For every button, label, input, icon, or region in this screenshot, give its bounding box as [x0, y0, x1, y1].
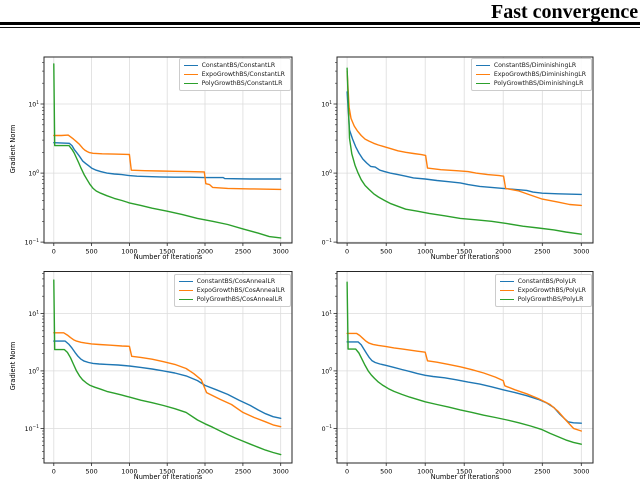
svg-text:2000: 2000 [495, 468, 511, 476]
svg-text:2500: 2500 [235, 468, 251, 476]
y-axis-label: Gradient Norm [9, 124, 17, 174]
legend-item: ConstantBS/CosAnnealLR [178, 277, 285, 286]
svg-text:3000: 3000 [573, 248, 589, 256]
svg-text:0: 0 [345, 468, 349, 476]
legend-item: PolyGrowthBS/CosAnnealLR [178, 295, 285, 304]
svg-text:1000: 1000 [417, 468, 433, 476]
legend-label: ConstantBS/CosAnnealLR [196, 278, 276, 285]
svg-text:100: 100 [28, 169, 39, 178]
svg-text:100: 100 [28, 367, 39, 376]
series-line-icon [475, 64, 490, 67]
svg-text:2000: 2000 [197, 468, 213, 476]
plot-constantbs-polylr: 0 500 1000 1500 2000 2500 3000 101 100 10−1 Numbe… [322, 265, 640, 489]
legend-item: ExpoGrowthBS/DiminishingLR [475, 70, 586, 79]
svg-text:0: 0 [52, 248, 56, 256]
legend-label: ExpoGrowthBS/ConstantLR [201, 71, 285, 78]
legend-label: ConstantBS/ConstantLR [201, 62, 276, 69]
svg-text:500: 500 [380, 468, 392, 476]
legend-label: ConstantBS/PolyLR [517, 278, 577, 285]
svg-text:10−1: 10−1 [322, 238, 332, 247]
svg-text:10−1: 10−1 [25, 424, 40, 433]
legend: ConstantBS/ConstantLR ExpoGrowthBS/Const… [178, 58, 291, 91]
svg-text:1000: 1000 [121, 468, 137, 476]
series-line-icon [183, 73, 198, 76]
svg-text:10−1: 10−1 [322, 424, 332, 433]
legend: ConstantBS/PolyLR ExpoGrowthBS/PolyLR Po… [494, 274, 592, 307]
svg-text:500: 500 [85, 468, 97, 476]
legend-label: PolyGrowthBS/CosAnnealLR [196, 296, 283, 303]
svg-text:1500: 1500 [159, 248, 175, 256]
legend-label: ExpoGrowthBS/PolyLR [517, 287, 586, 294]
series-line-icon [178, 298, 193, 301]
legend-item: ExpoGrowthBS/ConstantLR [183, 70, 285, 79]
legend-label: PolyGrowthBS/PolyLR [517, 296, 584, 303]
svg-text:100: 100 [322, 367, 332, 376]
plot-constantbs-cosanneallr: 0 500 1000 1500 2000 2500 3000 101 100 10−1 Gradi… [0, 265, 322, 489]
legend-item: ConstantBS/DiminishingLR [475, 61, 586, 70]
svg-text:2500: 2500 [534, 248, 550, 256]
x-axis-label: Number of Iterations [430, 253, 500, 261]
svg-text:100: 100 [322, 169, 332, 178]
legend-item: PolyGrowthBS/ConstantLR [183, 79, 285, 88]
svg-text:1500: 1500 [456, 248, 472, 256]
plot-constantbs-constantlr: 0 500 1000 1500 2000 2500 3000 101 100 10−1 Gradi… [0, 45, 322, 265]
svg-text:101: 101 [28, 100, 39, 109]
legend-item: ConstantBS/PolyLR [499, 277, 586, 286]
svg-text:101: 101 [322, 100, 332, 109]
svg-text:3000: 3000 [273, 248, 289, 256]
svg-text:3000: 3000 [573, 468, 589, 476]
legend-label: PolyGrowthBS/DiminishingLR [493, 80, 584, 87]
series-line-icon [499, 298, 514, 301]
legend: ConstantBS/DiminishingLR ExpoGrowthBS/Di… [470, 58, 592, 91]
svg-text:101: 101 [28, 309, 39, 318]
series-line-icon [178, 289, 193, 292]
svg-text:0: 0 [345, 248, 349, 256]
header-rule-thin [0, 26, 640, 28]
svg-text:3000: 3000 [273, 468, 289, 476]
svg-text:1500: 1500 [456, 468, 472, 476]
y-axis-label: Gradient Norm [9, 341, 17, 391]
x-axis-label: Number of Iterations [133, 473, 203, 481]
svg-text:2000: 2000 [495, 248, 511, 256]
series-line-icon [499, 289, 514, 292]
plot-canvas: 0 500 1000 1500 2000 2500 3000 101 100 10−1 [322, 271, 594, 476]
plot-constantbs-diminishinglr: 0 500 1000 1500 2000 2500 3000 101 100 10−1 Numbe… [322, 45, 640, 265]
series-line-icon [475, 73, 490, 76]
series-line-icon [183, 82, 198, 85]
series-line-icon [499, 280, 514, 283]
header-rule-thick [0, 22, 640, 25]
x-axis-label: Number of Iterations [430, 473, 500, 481]
svg-text:101: 101 [322, 309, 332, 318]
legend-item: PolyGrowthBS/DiminishingLR [475, 79, 586, 88]
paper-title: Fast convergence [491, 1, 639, 23]
svg-text:10−1: 10−1 [25, 238, 40, 247]
legend-label: PolyGrowthBS/ConstantLR [201, 80, 283, 87]
legend-item: ConstantBS/ConstantLR [183, 61, 285, 70]
x-axis-label: Number of Iterations [133, 253, 203, 261]
svg-text:500: 500 [85, 248, 97, 256]
svg-text:2000: 2000 [197, 248, 213, 256]
series-line-icon [475, 82, 490, 85]
legend-item: ExpoGrowthBS/CosAnnealLR [178, 286, 285, 295]
legend-label: ConstantBS/DiminishingLR [493, 62, 577, 69]
legend-item: PolyGrowthBS/PolyLR [499, 295, 586, 304]
legend-item: ExpoGrowthBS/PolyLR [499, 286, 586, 295]
series-line-icon [178, 280, 193, 283]
svg-text:500: 500 [380, 248, 392, 256]
svg-text:1000: 1000 [121, 248, 137, 256]
legend: ConstantBS/CosAnnealLR ExpoGrowthBS/CosA… [173, 274, 291, 307]
svg-text:1000: 1000 [417, 248, 433, 256]
svg-text:2500: 2500 [235, 248, 251, 256]
svg-text:1500: 1500 [159, 468, 175, 476]
legend-label: ExpoGrowthBS/DiminishingLR [493, 71, 586, 78]
svg-text:2500: 2500 [534, 468, 550, 476]
svg-text:0: 0 [52, 468, 56, 476]
legend-label: ExpoGrowthBS/CosAnnealLR [196, 287, 285, 294]
series-line-icon [183, 64, 198, 67]
